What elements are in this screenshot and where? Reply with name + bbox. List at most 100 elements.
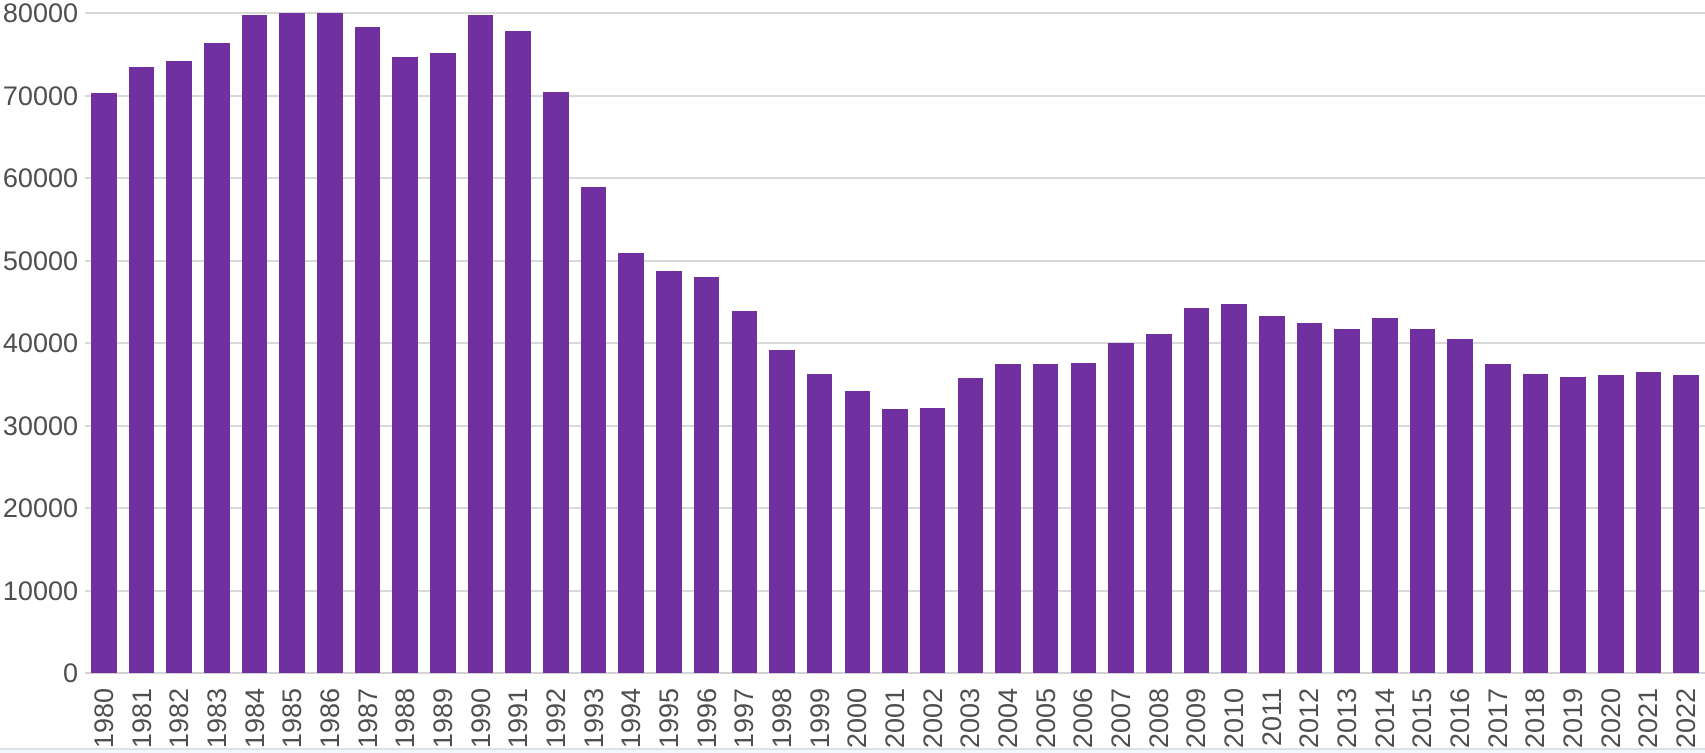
bar-2008 [1145, 334, 1172, 673]
bar-1993 [580, 186, 607, 673]
bar-2001 [882, 409, 908, 673]
bar-2010 [1221, 303, 1247, 673]
bar-2011 [1258, 315, 1285, 673]
x-axis-tick-label: 2005 [1030, 688, 1061, 749]
bar-1997 [731, 311, 758, 673]
bar-2009 [1183, 307, 1210, 673]
bar-1995 [656, 270, 682, 673]
bar-2006 [1070, 362, 1097, 673]
x-axis-tick-label: 1987 [352, 688, 383, 749]
x-axis-tick-label: 1997 [729, 688, 760, 749]
bar-2000 [844, 391, 871, 673]
y-axis-tick-label: 10000 [2, 575, 78, 606]
y-axis-tick-label: 50000 [2, 245, 78, 276]
bar-2019 [1560, 377, 1586, 673]
bar-2022 [1673, 374, 1699, 673]
x-axis-tick-label: 1986 [314, 688, 345, 749]
x-axis-tick-label: 2000 [842, 688, 873, 749]
bar-2013 [1334, 329, 1360, 673]
x-axis-tick-label: 2006 [1068, 688, 1099, 749]
bar-1999 [806, 373, 833, 673]
x-axis-tick-label: 1993 [578, 688, 609, 749]
bar-2002 [919, 408, 946, 673]
y-axis-tick-label: 0 [62, 658, 78, 688]
bar-1992 [543, 91, 569, 673]
x-axis-tick-label: 1991 [503, 688, 534, 749]
gridline-50000 [85, 259, 1705, 262]
x-axis-tick-label: 2009 [1181, 688, 1212, 749]
gridline-40000 [85, 342, 1705, 345]
x-axis-tick-label: 2020 [1595, 688, 1626, 749]
bar-2004 [995, 363, 1021, 673]
x-axis-tick-label: 1992 [540, 688, 571, 749]
bar-2005 [1032, 363, 1059, 673]
x-axis-tick-label: 1996 [691, 688, 722, 749]
x-axis-tick-label: 1989 [427, 688, 458, 749]
bar-2014 [1371, 317, 1398, 673]
x-axis-tick-label: 2012 [1294, 688, 1325, 749]
x-axis-tick-label: 2021 [1633, 688, 1664, 749]
y-axis-tick-label: 70000 [2, 80, 78, 111]
x-axis-tick-label: 2015 [1407, 688, 1438, 749]
bar-2012 [1296, 323, 1323, 673]
bar-2021 [1635, 372, 1662, 673]
x-axis-tick-label: 1994 [616, 688, 647, 749]
bar-1985 [279, 12, 305, 673]
x-axis-tick-label: 2004 [993, 688, 1024, 749]
x-axis-tick-label: 1999 [804, 688, 835, 749]
bar-1987 [354, 26, 381, 673]
x-axis-tick-label: 2010 [1219, 688, 1250, 749]
x-axis-tick-label: 1988 [390, 688, 421, 749]
gridline-70000 [85, 94, 1705, 97]
bar-2015 [1409, 329, 1436, 673]
x-axis-tick-label: 2007 [1106, 688, 1137, 749]
x-axis-tick-label: 1983 [201, 688, 232, 749]
x-axis-tick-label: 2011 [1256, 688, 1287, 747]
x-axis-tick-label: 2022 [1671, 688, 1702, 749]
x-axis-tick-label: 2001 [880, 688, 910, 749]
bar-1989 [430, 52, 456, 673]
y-axis-tick-label: 30000 [2, 410, 78, 441]
x-axis-tick-label: 2013 [1332, 688, 1363, 749]
bar-1991 [505, 30, 532, 673]
x-axis-tick-label: 2017 [1482, 688, 1513, 749]
x-axis-tick-label: 2019 [1558, 688, 1589, 749]
x-axis-tick-label: 1990 [465, 688, 496, 749]
bar-2017 [1484, 363, 1511, 673]
bar-2018 [1522, 373, 1549, 673]
bar-1988 [392, 57, 419, 673]
y-axis-tick-label: 60000 [2, 163, 78, 194]
bar-2007 [1108, 343, 1134, 673]
x-axis-tick-label: 1998 [766, 688, 797, 749]
x-axis-tick-label: 1981 [126, 688, 157, 749]
bar-1984 [241, 15, 268, 673]
x-axis-tick-label: 1982 [164, 688, 195, 749]
y-axis-tick-label: 80000 [2, 0, 78, 29]
bar-1980 [91, 93, 117, 673]
x-axis-tick-label: 2016 [1445, 688, 1476, 749]
x-axis-tick-label: 1985 [277, 688, 308, 749]
x-axis-tick-label: 1984 [239, 688, 270, 749]
x-axis-tick-label: 1995 [653, 688, 684, 749]
bar-1990 [467, 15, 494, 673]
bar-1982 [166, 61, 192, 673]
bar-1998 [769, 349, 795, 673]
bar-1983 [204, 43, 230, 673]
x-axis-tick-label: 2008 [1143, 688, 1174, 749]
x-axis-tick-label: 2014 [1369, 688, 1400, 749]
bar-1996 [693, 277, 720, 673]
bar-2020 [1598, 374, 1624, 673]
x-axis-tick-label: 1980 [88, 688, 119, 749]
bar-2016 [1447, 339, 1473, 673]
y-axis-tick-label: 40000 [2, 328, 78, 359]
x-axis-tick-label: 2018 [1520, 688, 1551, 749]
window-bottom-edge [0, 748, 1705, 753]
gridline-80000 [85, 12, 1705, 15]
bar-1981 [128, 66, 155, 673]
x-axis-tick-label: 2003 [955, 688, 986, 749]
x-axis-tick-label: 2002 [917, 688, 948, 749]
x-axis-line [85, 672, 1705, 674]
bar-1986 [317, 12, 343, 673]
bar-1994 [618, 252, 645, 673]
gridline-60000 [85, 177, 1705, 180]
